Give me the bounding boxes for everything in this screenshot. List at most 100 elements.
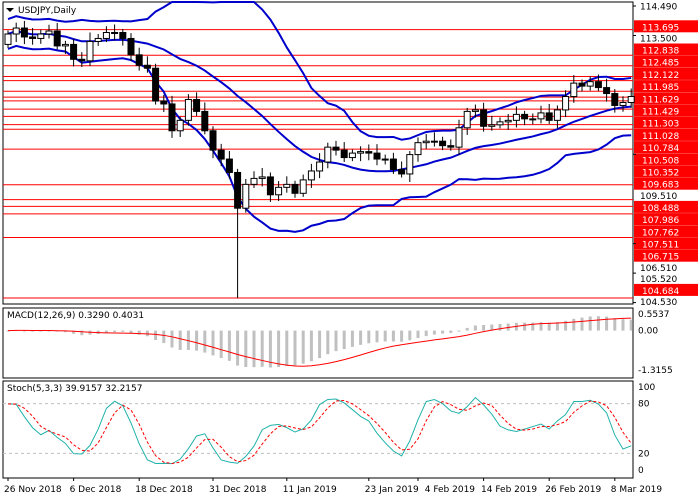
candle-body bbox=[463, 110, 471, 129]
level-label: 109.683 bbox=[642, 181, 679, 191]
macd-histogram-bar bbox=[342, 330, 346, 350]
candle-body bbox=[152, 67, 160, 102]
candle-body bbox=[184, 99, 192, 121]
candle-body bbox=[102, 32, 110, 39]
candle-body bbox=[225, 158, 233, 173]
macd-histogram-bar bbox=[482, 324, 486, 331]
level-label-bg bbox=[634, 165, 698, 178]
macd-histogram-bar bbox=[359, 330, 363, 345]
price-tick-label: 114.490 bbox=[640, 3, 677, 13]
level-label-bg bbox=[634, 177, 698, 190]
macd-histogram-bar bbox=[260, 330, 264, 367]
candle-body bbox=[143, 64, 151, 69]
macd-histogram-bar bbox=[293, 330, 297, 366]
candle-body bbox=[217, 149, 225, 160]
macd-histogram-bar bbox=[424, 330, 428, 337]
macd-histogram-bar bbox=[334, 330, 338, 352]
macd-histogram-bar bbox=[178, 330, 182, 350]
candle-body bbox=[20, 27, 28, 38]
macd-histogram-bar bbox=[580, 317, 584, 331]
candle-body bbox=[447, 145, 455, 148]
level-label-bg bbox=[634, 104, 698, 117]
date-label: 26 Nov 2018 bbox=[4, 485, 62, 495]
level-label-bg bbox=[634, 67, 698, 80]
macd-histogram-bar bbox=[596, 316, 600, 331]
level-label-bg bbox=[634, 225, 698, 238]
candle-body bbox=[316, 161, 324, 172]
macd-histogram-bar bbox=[309, 330, 313, 362]
candle-body bbox=[61, 43, 69, 47]
level-label: 111.629 bbox=[642, 95, 679, 105]
candle-body bbox=[365, 151, 373, 154]
level-label-bg bbox=[634, 20, 698, 33]
main-panel bbox=[2, 1, 634, 305]
stoch-tick-label: 20 bbox=[638, 449, 650, 459]
macd-histogram-bar bbox=[531, 322, 535, 331]
stoch-label: Stoch(5,3,3) 39.9157 32.2157 bbox=[7, 384, 142, 394]
macd-histogram-bar bbox=[318, 330, 322, 359]
candle-body bbox=[283, 183, 291, 188]
candle-body bbox=[389, 158, 397, 170]
candle-body bbox=[53, 30, 61, 47]
macd-histogram-bar bbox=[219, 330, 223, 359]
macd-histogram-bar bbox=[268, 330, 272, 368]
macd-histogram-bar bbox=[121, 330, 125, 332]
date-label: 11 Jan 2019 bbox=[283, 485, 337, 495]
date-label: 31 Dec 2018 bbox=[209, 485, 267, 495]
macd-histogram-bar bbox=[195, 330, 199, 351]
macd-histogram-bar bbox=[154, 330, 158, 340]
macd-panel bbox=[2, 307, 634, 379]
level-label: 113.695 bbox=[642, 23, 679, 33]
bollinger-lower bbox=[7, 44, 632, 233]
macd-histogram-bar bbox=[457, 330, 461, 332]
candle-body bbox=[406, 154, 414, 175]
level-label: 110.508 bbox=[642, 156, 679, 166]
level-label-bg bbox=[634, 116, 698, 129]
candle-body bbox=[201, 110, 209, 132]
candle-body bbox=[471, 109, 479, 112]
candle-body bbox=[545, 112, 553, 121]
candle-body bbox=[12, 27, 20, 35]
macd-histogram-bar bbox=[621, 319, 625, 331]
candle-body bbox=[603, 87, 611, 95]
date-label: 4 Feb 2019 bbox=[425, 485, 476, 495]
macd-histogram-bar bbox=[449, 330, 453, 333]
candle-body bbox=[414, 142, 422, 156]
candle-body bbox=[258, 176, 266, 179]
candle-body bbox=[209, 130, 217, 151]
price-tick-label: 109.510 bbox=[640, 192, 677, 202]
candle-body bbox=[439, 140, 447, 147]
candle-body bbox=[578, 82, 586, 87]
level-label: 108.488 bbox=[642, 204, 679, 214]
candle-body bbox=[291, 183, 299, 194]
macd-histogram-bar bbox=[441, 330, 445, 334]
macd-histogram-bar bbox=[613, 318, 617, 331]
macd-histogram-bar bbox=[383, 330, 387, 342]
candle-body bbox=[455, 127, 463, 148]
candle-body bbox=[234, 171, 242, 209]
candle-body bbox=[127, 37, 135, 56]
date-label: 8 Mar 2019 bbox=[611, 485, 663, 495]
level-label: 107.986 bbox=[642, 216, 679, 226]
price-tick-label: 106.510 bbox=[640, 264, 677, 274]
level-label: 104.684 bbox=[642, 287, 679, 297]
macd-label: MACD(12,26,9) 0.3290 0.4031 bbox=[7, 311, 144, 321]
macd-histogram-bar bbox=[539, 322, 543, 331]
date-label: 23 Jan 2019 bbox=[365, 485, 419, 495]
chart-title: USDJPY,Daily bbox=[18, 6, 77, 16]
macd-histogram-bar bbox=[252, 330, 256, 368]
macd-histogram-bar bbox=[432, 330, 436, 335]
macd-histogram-bar bbox=[31, 330, 35, 332]
macd-histogram-bar bbox=[547, 322, 551, 331]
date-label: 18 Dec 2018 bbox=[135, 485, 193, 495]
candle-body bbox=[422, 140, 430, 144]
price-tick-label: 113.500 bbox=[640, 34, 677, 44]
level-label: 112.485 bbox=[642, 59, 679, 69]
candle-body bbox=[586, 81, 594, 87]
macd-tick-label: -1.3155 bbox=[638, 366, 673, 376]
macd-histogram-bar bbox=[564, 320, 568, 331]
macd-histogram-bar bbox=[129, 330, 133, 334]
candle-body bbox=[86, 40, 94, 62]
candle-body bbox=[266, 176, 274, 196]
